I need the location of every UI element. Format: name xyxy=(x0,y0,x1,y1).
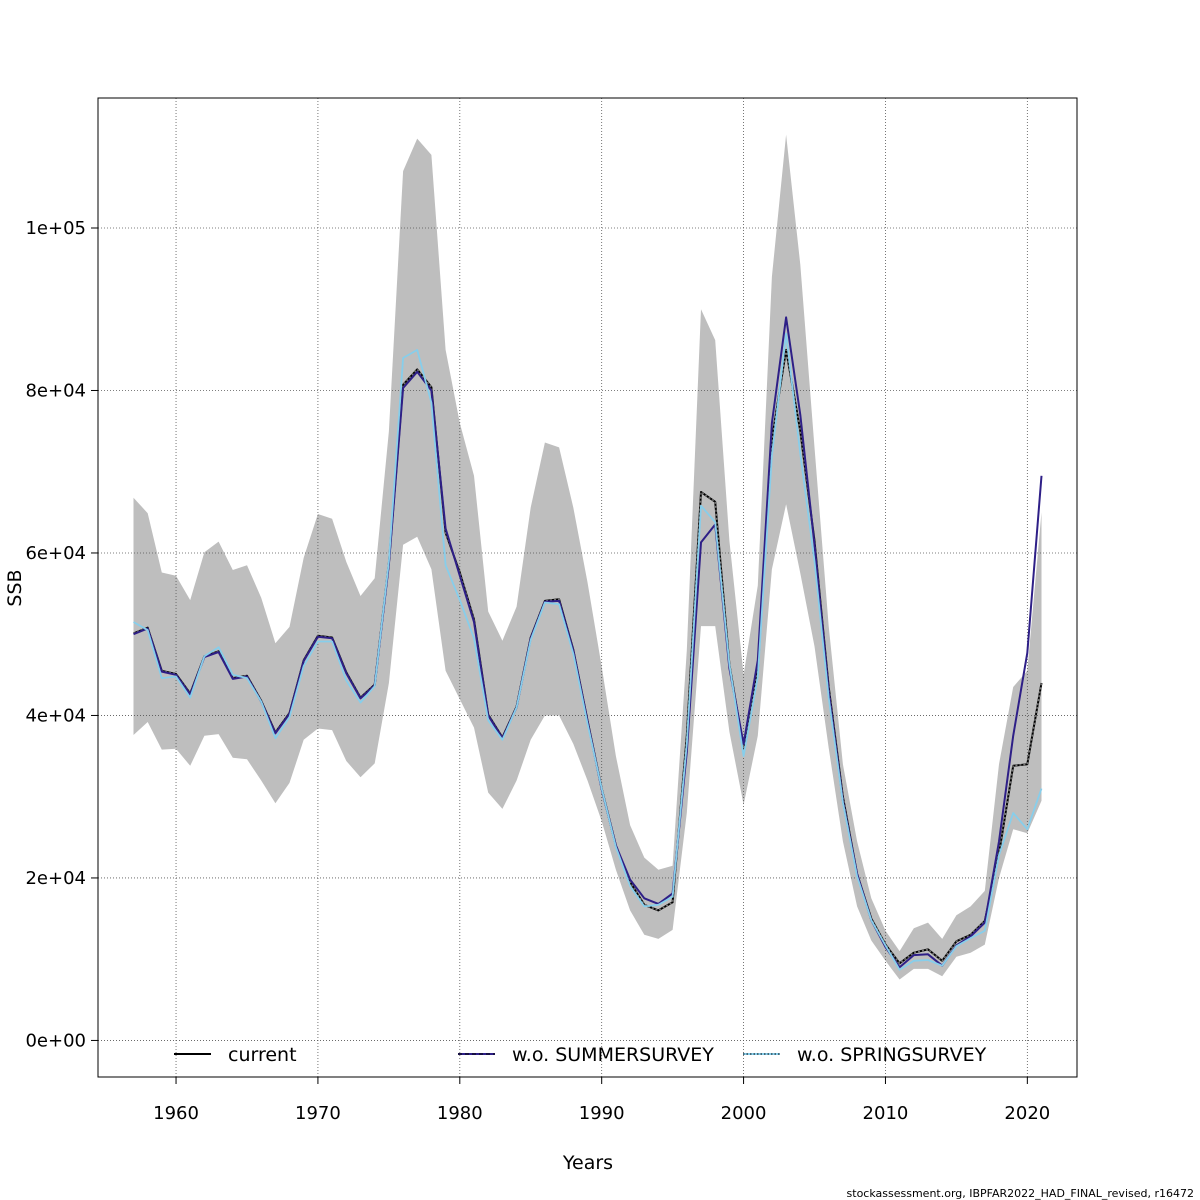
x-tick-label: 1970 xyxy=(295,1103,341,1124)
y-tick-label: 1e+05 xyxy=(25,218,86,239)
x-tick-label: 1980 xyxy=(437,1103,483,1124)
y-axis: 0e+00 2e+04 4e+04 6e+04 8e+04 1e+05 xyxy=(25,218,98,1051)
legend-label: current xyxy=(228,1044,297,1066)
y-tick-label: 8e+04 xyxy=(25,380,86,401)
legend-item: current xyxy=(174,1044,297,1066)
y-tick-label: 6e+04 xyxy=(25,543,86,564)
series-layer xyxy=(133,316,1043,971)
x-axis-title: Years xyxy=(562,1152,613,1174)
x-tick-label: 2000 xyxy=(721,1103,767,1124)
x-tick-label: 2020 xyxy=(1004,1103,1050,1124)
y-tick-label: 4e+04 xyxy=(25,705,86,726)
legend-label: w.o. SUMMERSURVEY xyxy=(512,1044,714,1066)
legend-item: w.o. SPRINGSURVEY xyxy=(743,1044,987,1066)
legend: current w.o. SUMMERSURVEY w.o. SPRINGSURVE… xyxy=(174,1044,987,1066)
x-tick-label: 1990 xyxy=(579,1103,625,1124)
x-tick-label: 2010 xyxy=(863,1103,909,1124)
y-tick-label: 2e+04 xyxy=(25,868,86,889)
x-tick-label: 1960 xyxy=(153,1103,199,1124)
x-axis: 1960 1970 1980 1990 2000 2010 2020 xyxy=(153,1077,1050,1124)
plot-frame xyxy=(97,97,1078,1078)
y-tick-label: 0e+00 xyxy=(25,1030,86,1051)
legend-label: w.o. SPRINGSURVEY xyxy=(797,1044,987,1066)
y-axis-title: SSB xyxy=(4,569,26,606)
series-wo-springsurvey-line xyxy=(133,332,1043,971)
legend-item: w.o. SUMMERSURVEY xyxy=(458,1044,714,1066)
confidence-band-layer xyxy=(133,134,1042,980)
confidence-band xyxy=(133,134,1042,980)
footer-credit: stockassessment.org, IBPFAR2022_HAD_FINA… xyxy=(847,1187,1194,1200)
